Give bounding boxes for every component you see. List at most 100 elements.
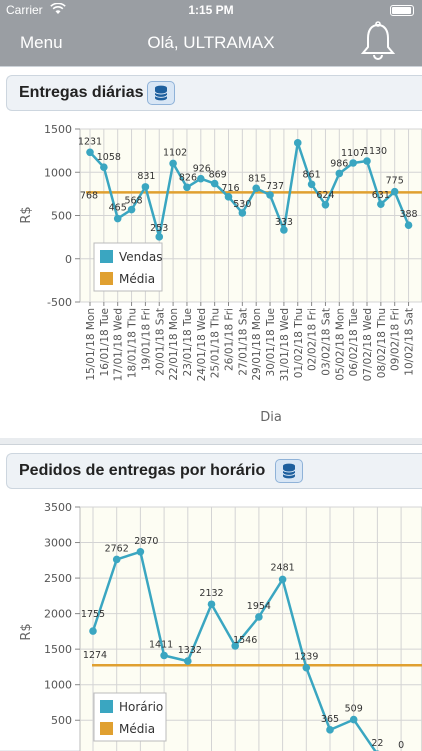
status-bar: Carrier 1:15 PM [0,0,422,20]
battery-icon [390,5,414,16]
data-point [112,555,121,564]
data-label: 737 [266,181,284,192]
data-label: 1102 [163,147,187,158]
data-point [326,726,334,734]
data-label: 1239 [294,652,318,663]
y-axis-title: R$ [19,206,34,223]
x-tick-label: 02/02/18 Fri [307,308,319,371]
series-line [91,550,377,751]
y-tick-label: 500 [51,714,72,727]
data-point [136,547,145,556]
orders-by-hour-chart: 3500 3000 2500 2000 1500 1000 500 0 R$ 1274 1755 27… [19,501,422,751]
x-tick-label: 15/01/18 Mon [85,308,97,381]
data-label: 1107 [341,148,365,159]
x-tick-label: 23/01/18 Tue [182,308,194,376]
legend-label: Vendas [119,250,163,264]
data-point [184,657,192,665]
x-tick-label: 01/02/18 Thu [293,308,305,378]
data-point [155,233,164,241]
data-point [278,575,287,584]
data-point [255,613,263,621]
data-label: 1130 [363,146,387,157]
average-label: 768 [80,190,98,201]
legend-swatch [100,722,113,735]
data-label: 2762 [105,543,129,554]
y-tick-label: 2500 [44,572,72,585]
legend-label: Horário [119,700,163,714]
data-label: 775 [386,176,404,187]
card-title: Pedidos de entregas por horário [19,462,266,479]
bell-icon[interactable] [358,20,398,64]
x-tick-label: 20/01/18 Sat [154,308,166,376]
data-label: 1755 [81,609,105,620]
orders-by-hour-card: Pedidos de entregas por horário 3500 3000… [0,444,422,751]
data-label: 631 [372,190,390,201]
data-point [86,148,94,157]
y-tick-label: 2000 [44,608,72,621]
data-label: 530 [233,199,251,210]
data-label: 624 [316,190,334,201]
nav-bar: Menu Olá, ULTRAMAX [0,20,422,66]
data-label: 253 [150,223,168,234]
data-label: 826 [179,172,197,183]
card-header: Pedidos de entregas por horário [6,453,422,489]
data-point [349,715,358,724]
page-title: Olá, ULTRAMAX [147,33,275,52]
data-point [252,184,260,193]
data-label: 0 [398,740,404,751]
data-label: 2132 [199,588,223,599]
data-label: 861 [303,169,321,180]
data-point [349,159,357,167]
average-label: 1274 [83,650,107,661]
data-label: 1954 [247,601,271,612]
data-point [127,205,136,214]
data-label: 2481 [271,562,295,573]
status-time: 1:15 PM [188,3,234,17]
legend-swatch [100,700,113,713]
data-label: 1411 [149,639,173,650]
data-label: 333 [275,217,293,228]
x-tick-label: 06/02/18 Tue [348,308,360,376]
x-tick-label: 08/02/18 Thu [376,308,388,378]
data-label: 388 [399,209,417,220]
data-label: 986 [330,158,348,169]
data-point [207,600,216,609]
data-point [266,191,274,199]
data-label: 815 [248,173,266,184]
data-point [238,209,247,217]
y-tick-label: 3500 [44,501,72,514]
database-icon[interactable] [275,459,303,483]
data-point [160,651,168,660]
data-label: 509 [345,704,363,715]
data-point [89,627,97,635]
data-point [183,183,191,192]
data-label: 465 [109,203,127,214]
data-point [390,187,399,196]
card-title: Entregas diárias [19,84,144,101]
y-axis-title: R$ [19,623,34,640]
data-label: 1058 [97,152,121,163]
carrier-label: Carrier [6,3,43,17]
data-label: 1546 [233,635,257,646]
data-point [363,157,371,165]
data-point [210,179,219,188]
y-tick-label: 3000 [44,537,72,550]
data-point [404,221,413,229]
data-point [197,174,205,183]
y-tick-label: 1000 [44,679,72,692]
data-point [302,663,311,672]
database-icon[interactable] [147,81,175,105]
data-point [169,159,177,168]
data-point [321,200,330,209]
x-tick-label: 25/01/18 Thu [210,308,222,378]
daily-deliveries-card: Entregas diárias 1500 1000 500 0 -500 R$ 768 12… [0,66,422,438]
legend-swatch [100,250,113,263]
data-label: 1231 [78,136,102,147]
y-tick-label: -500 [47,296,72,309]
x-tick-label: 27/01/18 Sat [237,308,249,376]
x-tick-label: 26/01/18 Fri [224,308,236,371]
data-point [307,180,316,189]
menu-button[interactable]: Menu [20,33,63,52]
data-label: 1332 [178,645,202,656]
